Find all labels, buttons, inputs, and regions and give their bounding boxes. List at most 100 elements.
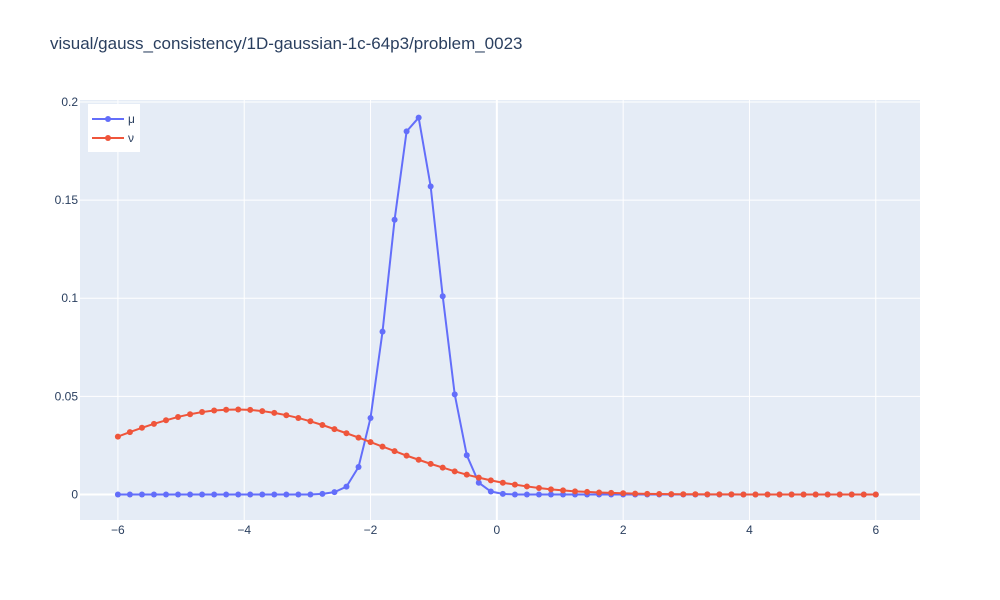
- data-point: [187, 491, 194, 498]
- data-point: [271, 409, 278, 416]
- legend-item-nu[interactable]: ν: [92, 131, 134, 145]
- data-point: [138, 491, 145, 498]
- data-point: [307, 418, 314, 425]
- data-point: [163, 491, 170, 498]
- x-tick-label: 2: [620, 523, 627, 537]
- data-point: [584, 488, 591, 495]
- data-point: [632, 490, 639, 497]
- data-point: [343, 430, 350, 437]
- data-point: [547, 486, 554, 493]
- data-point: [379, 443, 386, 450]
- data-point: [487, 477, 494, 484]
- x-tick-label: −2: [364, 523, 378, 537]
- data-point: [331, 426, 338, 433]
- x-tick-label: 0: [493, 523, 500, 537]
- series-layer: [114, 114, 879, 498]
- data-point: [187, 411, 194, 418]
- data-point: [319, 490, 326, 497]
- data-point: [608, 489, 615, 496]
- data-point: [848, 491, 855, 498]
- data-point: [283, 491, 290, 498]
- data-point: [379, 328, 386, 335]
- data-point: [211, 491, 218, 498]
- data-point: [499, 479, 506, 486]
- data-point: [740, 491, 747, 498]
- data-point: [475, 474, 482, 481]
- data-point: [295, 491, 302, 498]
- data-point: [403, 128, 410, 135]
- data-point: [126, 429, 133, 436]
- data-point: [824, 491, 831, 498]
- data-point: [355, 464, 362, 471]
- data-point: [560, 491, 567, 498]
- data-point: [523, 483, 530, 490]
- x-tick-label: 4: [746, 523, 753, 537]
- data-point: [150, 420, 157, 427]
- data-point: [812, 491, 819, 498]
- y-tick-label: 0.2: [61, 95, 78, 109]
- data-point: [391, 216, 398, 223]
- data-point: [836, 491, 843, 498]
- axis-layer: −6 −4 −2 0 2 4 6 0 0.05 0.1 0.15 0.2: [55, 95, 880, 537]
- data-point: [259, 491, 266, 498]
- data-point: [788, 491, 795, 498]
- data-point: [114, 491, 121, 498]
- data-point: [235, 491, 242, 498]
- data-point: [307, 491, 314, 498]
- x-tick-label: −6: [111, 523, 125, 537]
- data-point: [223, 491, 230, 498]
- data-point: [644, 490, 651, 497]
- data-point: [716, 491, 723, 498]
- data-point: [439, 464, 446, 471]
- data-point: [331, 489, 338, 496]
- data-point: [367, 439, 374, 446]
- data-point: [680, 491, 687, 498]
- x-tick-label: 6: [872, 523, 879, 537]
- data-point: [114, 433, 121, 440]
- data-point: [343, 483, 350, 490]
- data-point: [800, 491, 807, 498]
- data-point: [427, 183, 434, 190]
- data-point: [199, 409, 206, 416]
- data-point: [535, 491, 542, 498]
- data-point: [319, 422, 326, 429]
- y-tick-label: 0.15: [55, 193, 79, 207]
- data-point: [199, 491, 206, 498]
- data-point: [391, 448, 398, 455]
- data-point: [415, 456, 422, 463]
- data-point: [692, 491, 699, 498]
- data-point: [235, 406, 242, 413]
- series-nu: [114, 406, 879, 498]
- data-point: [283, 412, 290, 419]
- data-point: [451, 391, 458, 398]
- data-point: [776, 491, 783, 498]
- data-point: [620, 490, 627, 497]
- legend-label: ν: [128, 131, 134, 145]
- data-point: [247, 491, 254, 498]
- data-point: [560, 487, 567, 494]
- data-point: [150, 491, 157, 498]
- y-tick-label: 0: [71, 487, 78, 501]
- series-line: [117, 408, 876, 496]
- data-point: [728, 491, 735, 498]
- legend-box: [88, 104, 140, 152]
- data-point: [211, 407, 218, 414]
- y-tick-label: 0.05: [55, 389, 79, 403]
- data-point: [596, 489, 603, 496]
- data-point: [259, 408, 266, 415]
- legend-item-mu[interactable]: μ: [92, 112, 135, 126]
- data-point: [704, 491, 711, 498]
- legend-swatch-marker: [105, 135, 111, 141]
- legend-swatch-marker: [105, 116, 111, 122]
- data-point: [138, 424, 145, 431]
- data-point: [752, 491, 759, 498]
- data-point: [427, 460, 434, 467]
- data-point: [451, 468, 458, 475]
- data-point: [547, 491, 554, 498]
- data-point: [860, 491, 867, 498]
- chart-title: visual/gauss_consistency/1D-gaussian-1c-…: [50, 34, 523, 53]
- data-point: [872, 491, 879, 498]
- legend[interactable]: μν: [88, 104, 140, 152]
